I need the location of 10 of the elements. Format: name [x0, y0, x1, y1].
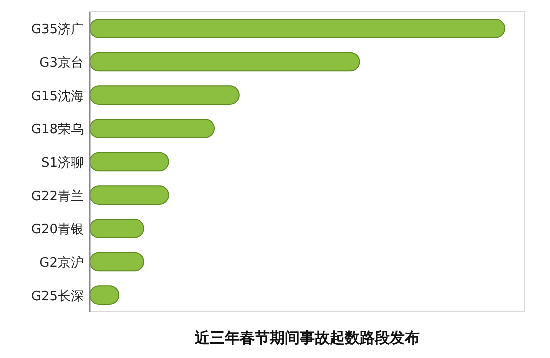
y-tick-label: S1济聊: [41, 156, 84, 171]
y-tick-label: G25长深: [31, 289, 84, 304]
y-tick-label: G22青兰: [31, 189, 84, 204]
y-tick-label: G35济广: [31, 22, 84, 38]
y-tick-label: G15沈海: [31, 89, 84, 104]
y-tick-label: G2京沪: [40, 255, 84, 271]
y-tick-label: G20青银: [31, 222, 84, 238]
y-tick-label: G3京台: [40, 56, 84, 71]
y-tick-label: G18荣乌: [31, 122, 84, 138]
text: 近三年春节期间事故起数路段发布: [194, 329, 420, 347]
